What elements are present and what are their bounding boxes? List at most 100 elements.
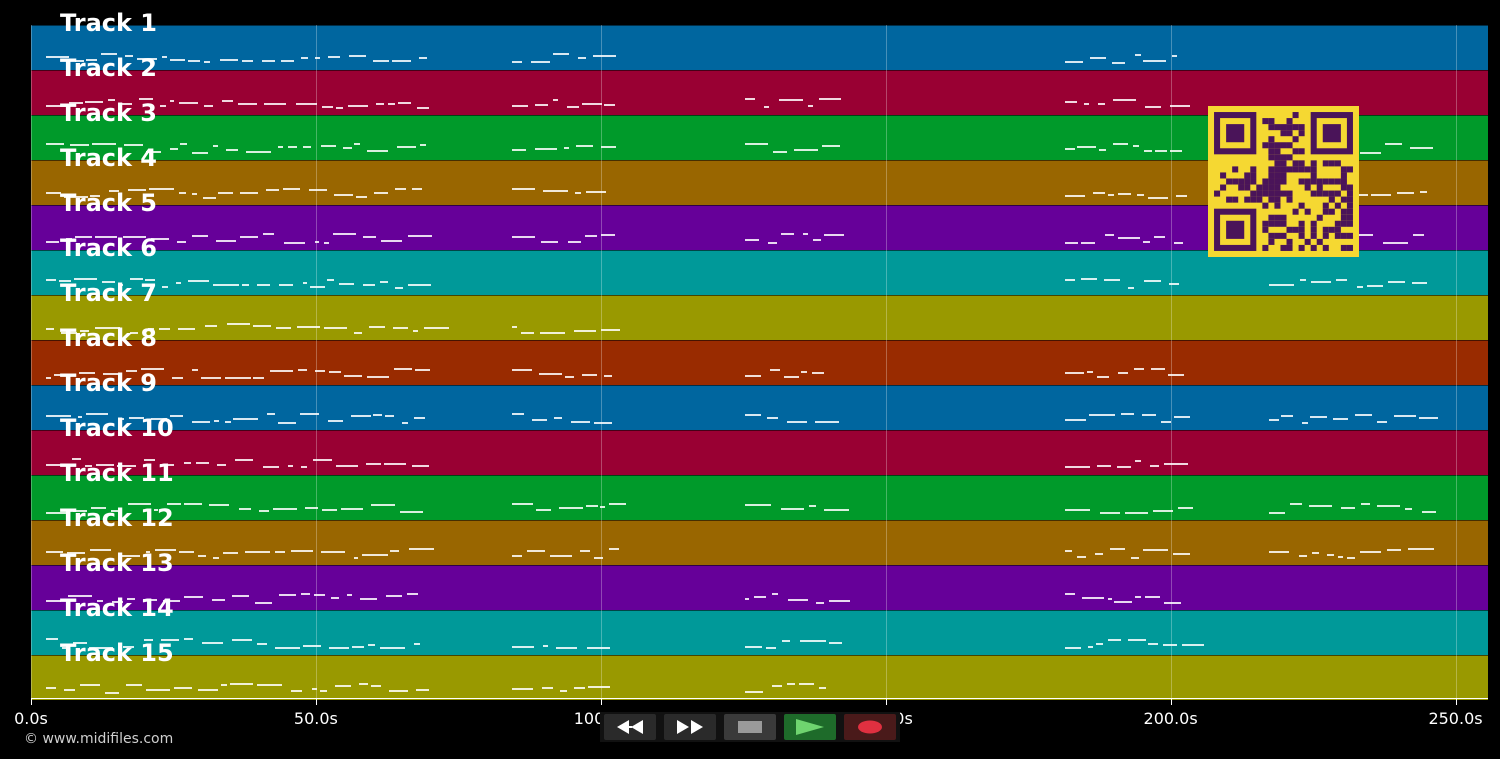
note [559,690,567,692]
note [284,242,306,244]
note [744,598,750,600]
note [183,503,203,505]
note [600,506,605,508]
note [1135,596,1141,598]
note [527,550,546,552]
note [304,507,319,509]
note [773,151,788,153]
note [574,330,596,332]
stop-button[interactable] [724,714,776,740]
note [178,551,195,553]
note [297,369,307,371]
note [1289,503,1302,505]
note [123,144,144,146]
note [399,511,424,513]
note [1281,415,1294,417]
note [393,368,413,370]
note [70,144,90,146]
note [1096,376,1109,378]
note [96,600,103,602]
note [211,599,226,601]
track-lane[interactable] [31,520,1488,565]
note [816,602,825,604]
note [402,422,408,424]
note [145,551,151,553]
note [197,689,218,691]
note [253,325,272,327]
note [276,327,291,329]
rewind-icon [617,720,643,734]
track-lane[interactable] [31,340,1488,385]
track-lane[interactable] [31,565,1488,610]
note [393,327,408,329]
note [355,196,367,198]
note [160,105,167,107]
record-button[interactable] [844,714,896,740]
note [367,644,376,646]
rewind-button[interactable] [604,714,656,740]
track-lane[interactable] [31,250,1488,295]
note [780,508,804,510]
note [329,371,341,373]
note [549,555,572,557]
note [1421,511,1437,513]
axis-tick [31,698,32,705]
note [768,242,777,244]
track-lane[interactable] [31,295,1488,340]
track-lane[interactable] [31,385,1488,430]
note [1110,548,1125,550]
note [1065,242,1079,244]
note [1397,192,1414,194]
note [584,235,598,237]
note [176,282,182,284]
note [288,465,293,467]
note [231,639,252,641]
track-lane[interactable] [31,610,1488,655]
qr-code [1208,106,1359,257]
note [1113,99,1137,101]
note [191,152,208,154]
track-lane[interactable] [31,475,1488,520]
track-lane[interactable] [31,25,1488,70]
note [1300,279,1307,281]
track-lane[interactable] [31,655,1488,700]
note [191,235,209,237]
note [779,99,803,101]
note [1099,149,1107,151]
play-button[interactable] [784,714,836,740]
note [118,555,140,557]
note [601,234,615,236]
note [144,459,155,461]
note [1144,106,1162,108]
note [313,459,333,461]
note [95,327,121,329]
note [1130,557,1139,559]
note [753,596,766,598]
note [828,600,850,602]
note [335,685,351,687]
note [188,60,200,62]
note [385,415,395,417]
note [161,639,179,641]
track-label: Track 3 [60,99,158,127]
note [79,372,95,374]
note [390,550,400,552]
note [1137,194,1145,196]
note [1155,150,1167,152]
note [1134,54,1141,56]
note [744,691,764,693]
note [823,509,849,511]
note [177,328,196,330]
note [176,241,186,243]
track-lane[interactable] [31,430,1488,475]
note [130,278,143,280]
note [191,369,199,371]
note [1065,509,1090,511]
note [255,602,273,604]
fast-forward-button[interactable] [664,714,716,740]
note [542,645,548,647]
note [419,144,426,146]
note [781,640,791,642]
note [415,369,431,371]
note [203,197,216,199]
